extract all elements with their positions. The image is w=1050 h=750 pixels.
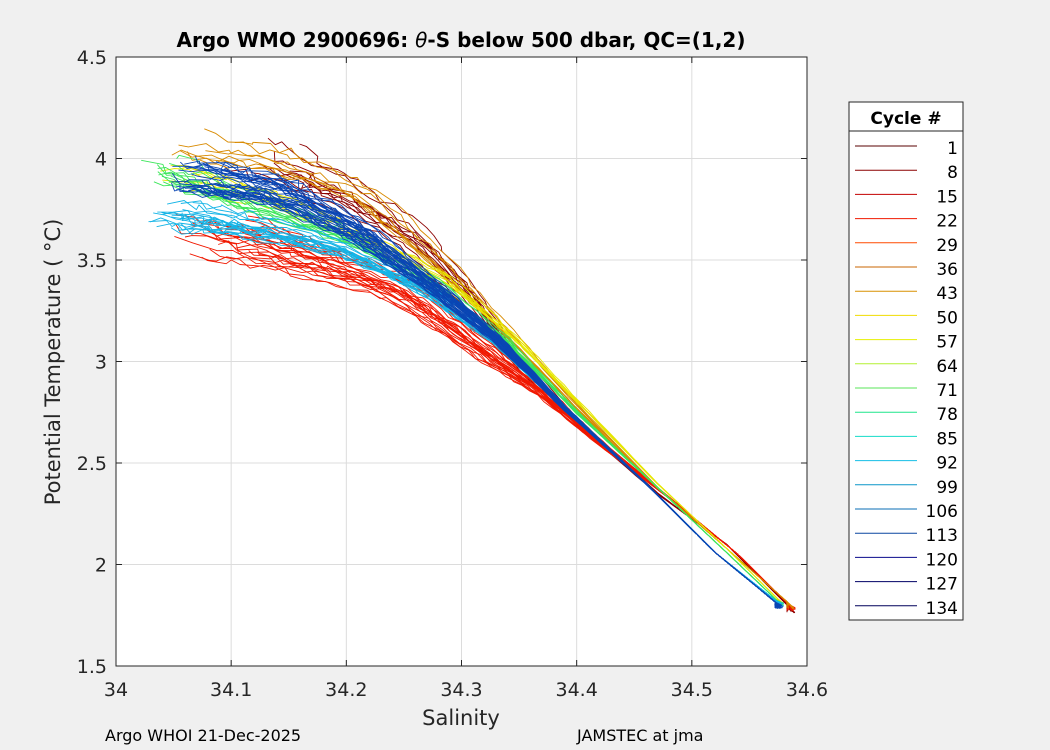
legend-label: 85 bbox=[936, 429, 958, 449]
title-theta: θ bbox=[415, 28, 427, 52]
y-tick-label: 3.5 bbox=[77, 250, 107, 272]
y-tick-label: 4 bbox=[95, 149, 107, 171]
x-tick-label: 34.5 bbox=[671, 679, 713, 701]
chart-title: Argo WMO 2900696: θ-S below 500 dbar, QC… bbox=[177, 28, 746, 52]
x-tick-label: 34.2 bbox=[325, 679, 367, 701]
legend-label: 113 bbox=[926, 526, 958, 546]
legend-title: Cycle # bbox=[870, 109, 941, 129]
x-tick-label: 34.1 bbox=[210, 679, 252, 701]
x-axis-label: Salinity bbox=[422, 706, 500, 730]
legend-label: 57 bbox=[936, 333, 958, 353]
axis-ticks: 34 34.1 34.2 34.3 34.4 34.5 34.6 1.5 2 2.5 3 3.5 4 4.… bbox=[77, 47, 828, 701]
legend-label: 15 bbox=[936, 187, 958, 207]
series-line bbox=[210, 226, 789, 609]
legend-label: 78 bbox=[936, 405, 958, 425]
x-tick-label: 34.6 bbox=[786, 679, 828, 701]
legend-label: 71 bbox=[936, 381, 958, 401]
legend-label: 36 bbox=[936, 260, 958, 280]
legend-label: 43 bbox=[936, 284, 958, 304]
legend-label: 1 bbox=[947, 139, 958, 159]
title-prefix: Argo WMO 2900696: bbox=[177, 28, 416, 52]
series-line bbox=[162, 178, 780, 604]
y-axis-label: Potential Temperature ( °C) bbox=[41, 219, 65, 506]
series-line bbox=[194, 156, 784, 608]
legend-label: 50 bbox=[936, 308, 958, 328]
legend-label: 92 bbox=[936, 454, 958, 474]
y-tick-label: 3 bbox=[95, 352, 107, 374]
footer-left: Argo WHOI 21-Dec-2025 bbox=[105, 726, 301, 745]
title-suffix: -S below 500 dbar, QC=(1,2) bbox=[427, 28, 745, 52]
legend-label: 99 bbox=[936, 478, 958, 498]
legend-label: 120 bbox=[926, 550, 958, 570]
y-tick-label: 1.5 bbox=[77, 656, 107, 678]
legend-label: 29 bbox=[936, 236, 958, 256]
legend-label: 8 bbox=[947, 163, 958, 183]
data-series bbox=[141, 128, 796, 614]
y-tick-label: 2.5 bbox=[77, 453, 107, 475]
y-tick-label: 4.5 bbox=[77, 47, 107, 69]
legend-label: 64 bbox=[936, 357, 958, 377]
y-tick-label: 2 bbox=[95, 555, 107, 577]
legend-label: 106 bbox=[926, 502, 958, 522]
legend-label: 22 bbox=[936, 212, 958, 232]
legend-label: 127 bbox=[926, 575, 958, 595]
footer-right: JAMSTEC at jma bbox=[576, 726, 703, 745]
x-tick-label: 34.3 bbox=[440, 679, 482, 701]
series-line bbox=[204, 128, 795, 610]
legend: Cycle # 1 8 15 22 29 36 43 50 57 64 71 78 85 92 99 106 1… bbox=[848, 101, 964, 621]
legend-label: 134 bbox=[926, 599, 958, 619]
x-tick-label: 34.4 bbox=[556, 679, 598, 701]
x-tick-label: 34 bbox=[104, 679, 128, 701]
